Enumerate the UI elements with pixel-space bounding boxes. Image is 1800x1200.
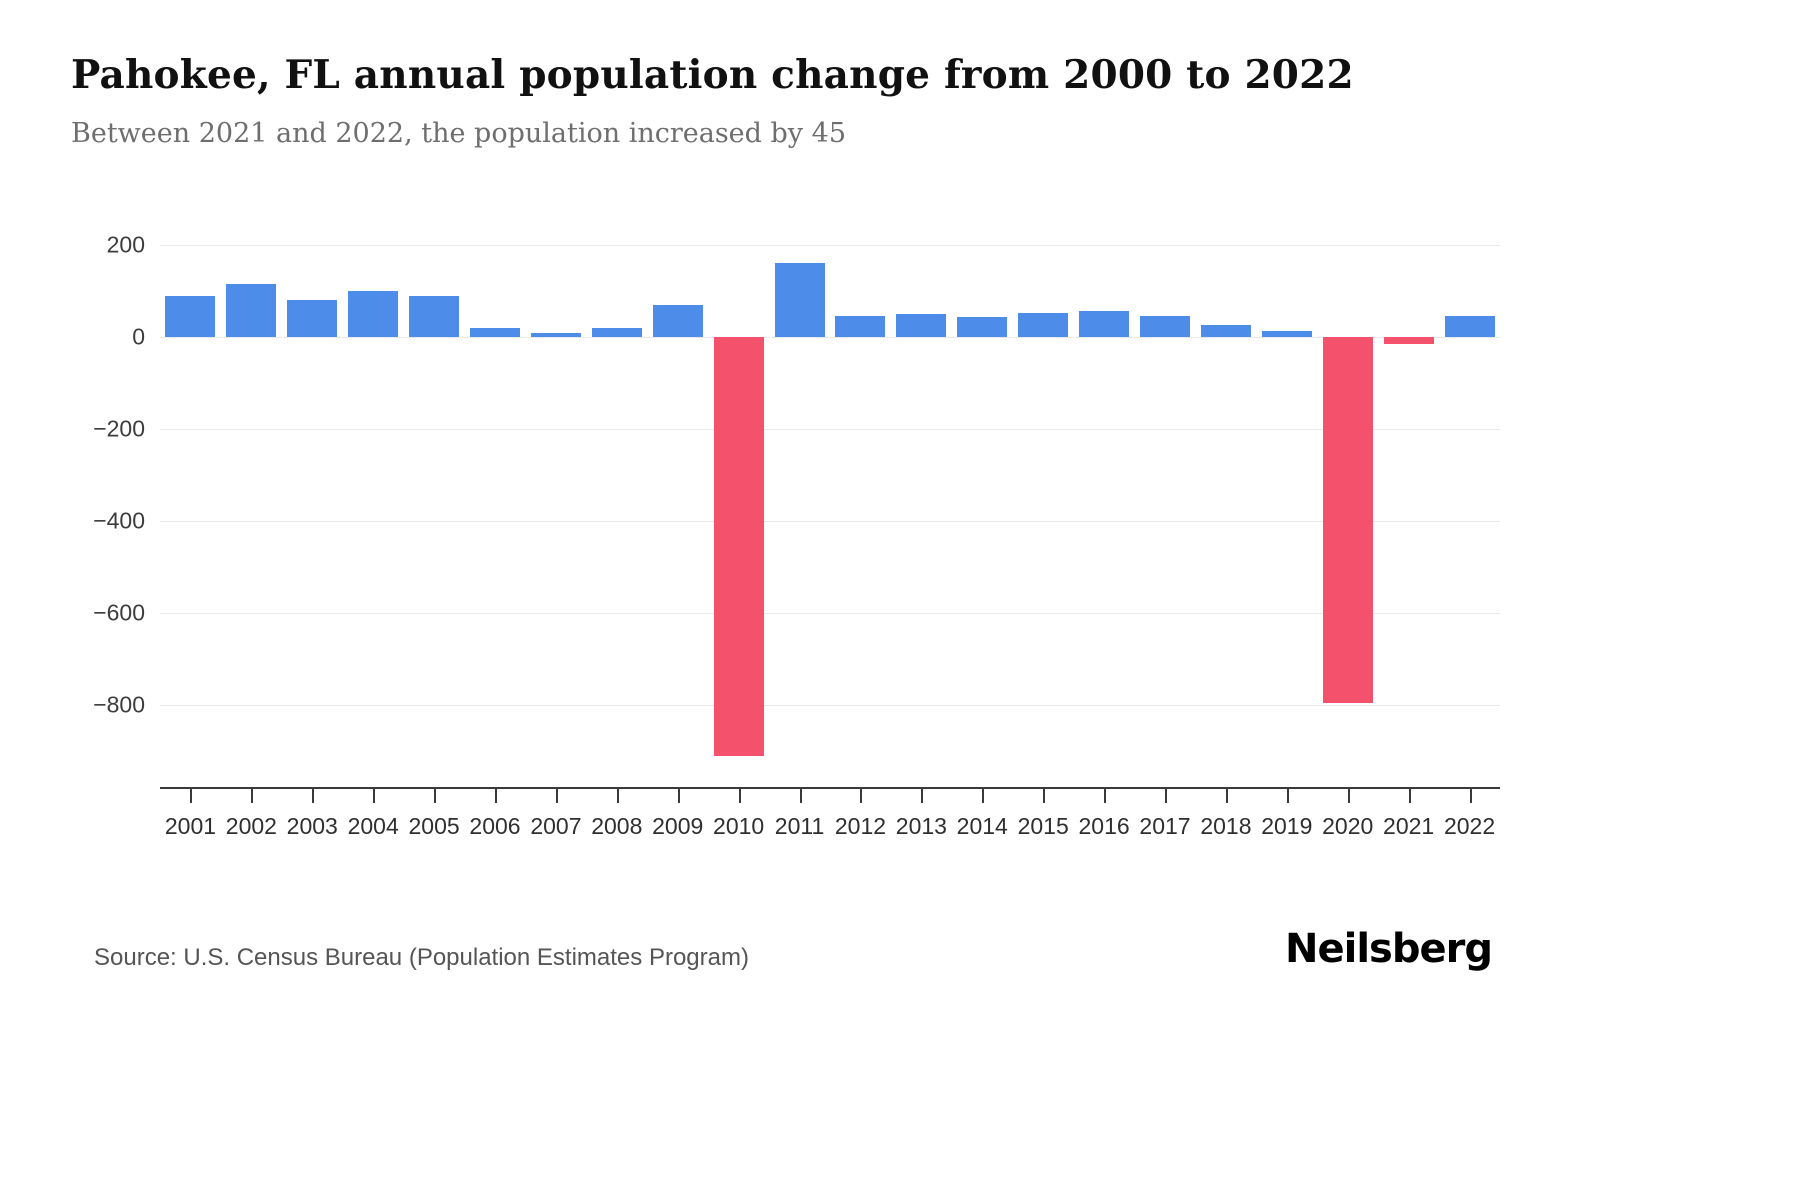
bar-2010 [713, 337, 764, 756]
x-axis-tick [251, 789, 254, 803]
x-axis-tick-label: 2003 [286, 813, 338, 839]
bar-2008 [591, 327, 642, 337]
x-axis-tick-label: 2006 [469, 813, 521, 839]
x-axis-tick [1225, 789, 1228, 803]
x-axis-tick-label: 2002 [225, 813, 277, 839]
x-axis-tick-label: 2018 [1200, 813, 1252, 839]
gridline [160, 337, 1500, 338]
source-note: Source: U.S. Census Bureau (Population E… [94, 944, 749, 971]
x-axis-tick [373, 789, 376, 803]
bar-2017 [1140, 316, 1190, 337]
x-axis-tick [921, 789, 924, 803]
y-axis-tick-label: −800 [93, 691, 145, 718]
x-axis-tick [738, 789, 741, 803]
gridline [160, 429, 1500, 430]
y-axis-tick-label: 200 [106, 231, 145, 258]
x-axis-tick-label: 2007 [530, 813, 582, 839]
x-axis-tick-label: 2016 [1078, 813, 1130, 839]
x-axis-tick [860, 789, 863, 803]
x-axis-tick-label: 2010 [713, 813, 765, 839]
x-axis-tick [1469, 789, 1472, 803]
x-axis-tick [616, 789, 619, 803]
x-axis-tick [1043, 789, 1046, 803]
x-axis-tick [312, 789, 315, 803]
y-axis-tick-label: −200 [93, 415, 145, 442]
x-axis-tick-label: 2004 [347, 813, 399, 839]
bar-2005 [409, 295, 460, 337]
bar-2019 [1261, 331, 1312, 337]
chart-subtitle: Between 2021 and 2022, the population in… [71, 118, 846, 149]
x-axis-tick [190, 789, 193, 803]
x-axis-line [160, 787, 1500, 789]
y-axis-tick-label: 0 [132, 323, 145, 350]
bar-2016 [1079, 310, 1130, 337]
x-axis-tick [799, 789, 802, 803]
brand-logo: Neilsberg [1285, 926, 1493, 972]
bar-2018 [1200, 324, 1251, 337]
x-axis-tick-label: 2022 [1443, 813, 1496, 839]
bar-2006 [470, 327, 520, 337]
x-axis-tick [555, 789, 558, 803]
bar-2013 [896, 314, 947, 337]
x-axis-tick [1408, 789, 1411, 803]
bar-2003 [287, 300, 338, 337]
x-axis-tick-label: 2001 [164, 813, 217, 839]
gridline [160, 245, 1500, 246]
x-axis-tick-label: 2008 [591, 813, 643, 839]
x-axis-tick-label: 2013 [895, 813, 947, 839]
y-axis-tick-label: −600 [93, 599, 145, 626]
bar-2007 [530, 333, 581, 337]
bar-2011 [774, 263, 825, 337]
x-axis-tick-label: 2014 [956, 813, 1008, 839]
bar-2012 [835, 316, 886, 337]
x-axis-tick [1104, 789, 1107, 803]
x-axis-tick-label: 2011 [774, 813, 825, 839]
bar-2020 [1322, 337, 1373, 703]
chart-title: Pahokee, FL annual population change fro… [71, 52, 1354, 98]
x-axis-tick-label: 2019 [1261, 813, 1313, 839]
bar-2004 [348, 291, 399, 337]
x-axis-tick [1286, 789, 1289, 803]
x-axis-tick-label: 2012 [834, 813, 887, 839]
gridline [160, 521, 1500, 522]
x-axis-tick-label: 2005 [408, 813, 460, 839]
bar-2021 [1383, 337, 1434, 344]
x-axis-tick [677, 789, 680, 803]
x-axis-tick-label: 2017 [1139, 813, 1191, 839]
x-axis-tick-label: 2020 [1322, 813, 1374, 839]
bar-2002 [226, 284, 277, 337]
gridline [160, 613, 1500, 614]
x-axis-tick [982, 789, 985, 803]
x-axis-tick-label: 2021 [1383, 813, 1435, 839]
x-axis-tick-label: 2009 [652, 813, 704, 839]
x-axis-tick [1165, 789, 1167, 803]
bar-2015 [1018, 313, 1069, 337]
x-axis-tick [495, 789, 497, 803]
y-axis-tick-label: −400 [93, 507, 145, 534]
x-axis-tick [1347, 789, 1350, 803]
bar-2001 [165, 295, 216, 337]
bar-2009 [652, 304, 703, 337]
gridline [160, 705, 1500, 706]
x-axis-tick-label: 2015 [1017, 813, 1069, 839]
x-axis-tick [434, 789, 437, 803]
bar-2022 [1444, 316, 1495, 337]
bar-2014 [957, 317, 1008, 337]
